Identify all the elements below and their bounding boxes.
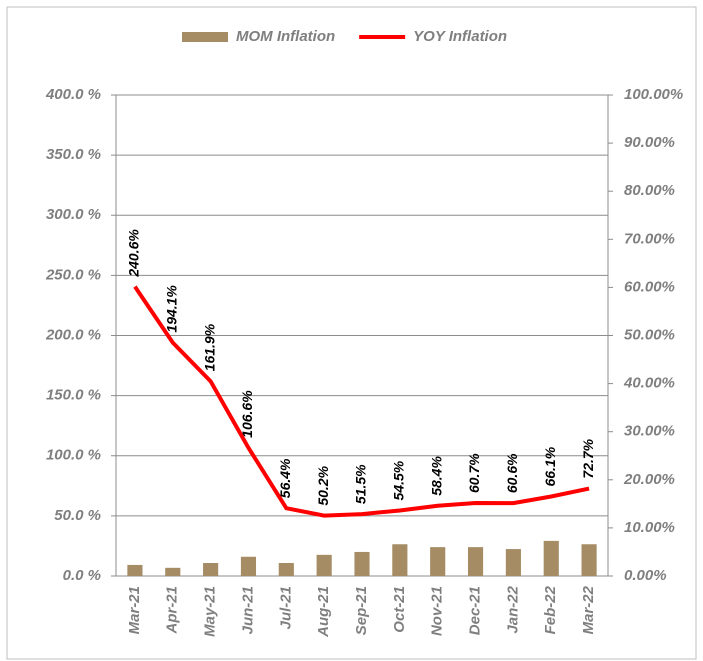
x-tick-label: Sep-21 bbox=[353, 586, 370, 635]
y2-tick-label: 70.00% bbox=[624, 230, 675, 247]
x-tick-label: Mar-22 bbox=[580, 585, 597, 634]
bar bbox=[505, 549, 521, 576]
bar bbox=[316, 554, 332, 576]
y-tick-label: 400.0 % bbox=[45, 86, 101, 103]
data-label: 50.2% bbox=[315, 465, 331, 505]
x-tick-label: May-21 bbox=[202, 586, 219, 637]
x-tick-label: Jan-22 bbox=[504, 585, 521, 633]
y-tick-label: 200.0 % bbox=[45, 326, 101, 343]
data-label: 72.7% bbox=[580, 438, 596, 478]
data-label: 66.1% bbox=[542, 446, 558, 486]
x-tick-label: Apr-21 bbox=[164, 586, 181, 635]
x-tick-label: Nov-21 bbox=[429, 586, 446, 636]
legend-swatch bbox=[182, 32, 228, 42]
y2-tick-label: 80.00% bbox=[624, 182, 675, 199]
legend-label: MOM Inflation bbox=[236, 28, 335, 45]
data-label: 58.4% bbox=[428, 456, 444, 496]
y-tick-label: 250.0 % bbox=[45, 266, 101, 283]
y-tick-label: 100.0 % bbox=[46, 447, 101, 464]
data-label: 60.6% bbox=[504, 453, 520, 493]
x-tick-label: Dec-21 bbox=[467, 586, 484, 635]
bar bbox=[467, 547, 484, 576]
y-tick-label: 0.0 % bbox=[63, 567, 101, 584]
x-tick-label: Jul-21 bbox=[277, 586, 294, 629]
bar bbox=[581, 544, 597, 576]
x-tick-label: Oct-21 bbox=[391, 586, 408, 633]
bar bbox=[543, 540, 559, 576]
y-tick-label: 150.0 % bbox=[46, 387, 101, 404]
y2-tick-label: 10.00% bbox=[624, 519, 675, 536]
line bbox=[133, 285, 590, 518]
bar bbox=[165, 567, 181, 576]
y-tick-label: 50.0 % bbox=[54, 507, 101, 524]
data-label: 54.5% bbox=[391, 460, 407, 500]
y-tick-label: 350.0 % bbox=[46, 146, 101, 163]
bar bbox=[203, 563, 219, 576]
data-label: 161.9% bbox=[201, 323, 217, 371]
bar bbox=[240, 556, 257, 576]
x-tick-label: Feb-22 bbox=[542, 585, 559, 634]
bar bbox=[354, 551, 370, 576]
x-tick-label: Jun-21 bbox=[239, 586, 256, 634]
legend-label: YOY Inflation bbox=[413, 28, 507, 45]
data-label: 194.1% bbox=[163, 285, 179, 333]
y2-tick-label: 60.00% bbox=[624, 278, 675, 295]
y2-tick-label: 40.00% bbox=[623, 375, 675, 392]
x-tick-label: Mar-21 bbox=[126, 586, 143, 634]
data-label: 240.6% bbox=[126, 229, 142, 278]
bar bbox=[392, 544, 408, 576]
data-label: 106.6% bbox=[239, 390, 255, 438]
y2-tick-label: 20.00% bbox=[623, 471, 675, 488]
bar bbox=[127, 564, 143, 576]
data-label: 60.7% bbox=[466, 453, 482, 493]
y-tick-label: 300.0 % bbox=[46, 206, 101, 223]
y2-tick-label: 100.00% bbox=[624, 86, 683, 103]
bar bbox=[430, 547, 446, 576]
bar bbox=[278, 563, 294, 576]
y2-tick-label: 0.00% bbox=[624, 567, 667, 584]
x-tick-label: Aug-21 bbox=[315, 586, 332, 638]
chart-border bbox=[6, 6, 697, 660]
data-label: 51.5% bbox=[353, 464, 369, 504]
data-label: 56.4% bbox=[277, 458, 293, 498]
y2-tick-label: 90.00% bbox=[624, 134, 675, 151]
y2-tick-label: 30.00% bbox=[624, 423, 675, 440]
y2-tick-label: 50.00% bbox=[624, 326, 675, 343]
